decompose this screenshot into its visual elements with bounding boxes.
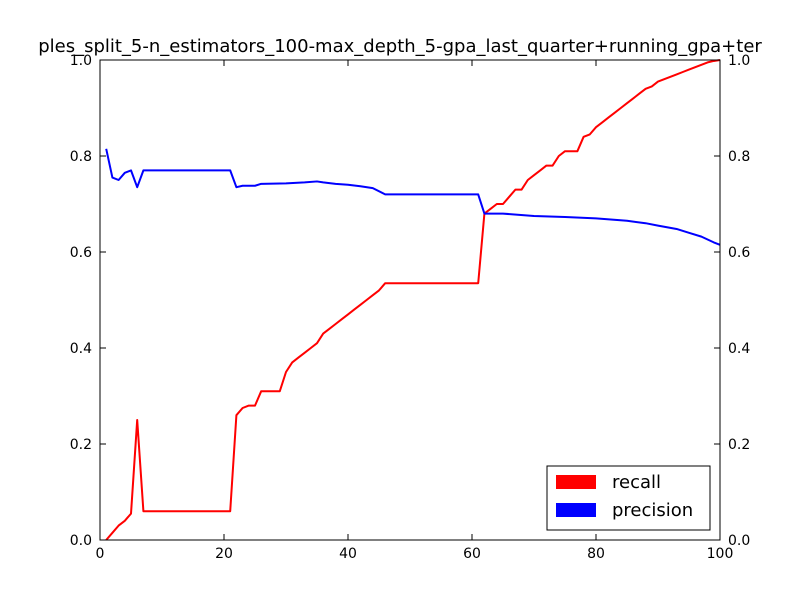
y-tick-label: 0.4 bbox=[70, 341, 92, 357]
series-line-recall bbox=[105, 59, 721, 541]
y2-tick-label: 0.8 bbox=[728, 149, 750, 165]
legend: recall precision bbox=[546, 465, 711, 531]
y-tick-label: 0.0 bbox=[70, 533, 92, 549]
x-tick-label: 100 bbox=[707, 546, 734, 562]
y2-tick-label: 0.6 bbox=[728, 245, 750, 261]
series-layer bbox=[105, 59, 721, 541]
y2-tick-label: 1.0 bbox=[728, 53, 750, 69]
y-tick-label: 0.6 bbox=[70, 245, 92, 261]
legend-swatch-precision bbox=[556, 503, 596, 517]
y-tick-label: 1.0 bbox=[70, 53, 92, 69]
y2-tick-label: 0.0 bbox=[728, 533, 750, 549]
chart-title: ples_split_5-n_estimators_100-max_depth_… bbox=[38, 36, 762, 57]
y-tick-label: 0.2 bbox=[70, 437, 92, 453]
legend-swatch-recall bbox=[556, 475, 596, 489]
axis-layer: 0 20 40 60 80 1000.00.20.40.60.81.00.00.20.40… bbox=[70, 53, 751, 562]
y2-tick-label: 0.4 bbox=[728, 341, 750, 357]
x-tick-label: 80 bbox=[587, 546, 605, 562]
x-tick-label: 60 bbox=[463, 546, 481, 562]
x-tick-label: 0 bbox=[96, 546, 105, 562]
plot-frame bbox=[99, 59, 721, 541]
y2-tick-label: 0.2 bbox=[728, 437, 750, 453]
legend-label-recall: recall bbox=[612, 472, 661, 493]
series-line-precision bbox=[105, 148, 721, 246]
legend-label-precision: precision bbox=[612, 500, 693, 521]
x-tick-label: 20 bbox=[215, 546, 233, 562]
x-tick-label: 40 bbox=[339, 546, 357, 562]
y-tick-label: 0.8 bbox=[70, 149, 92, 165]
